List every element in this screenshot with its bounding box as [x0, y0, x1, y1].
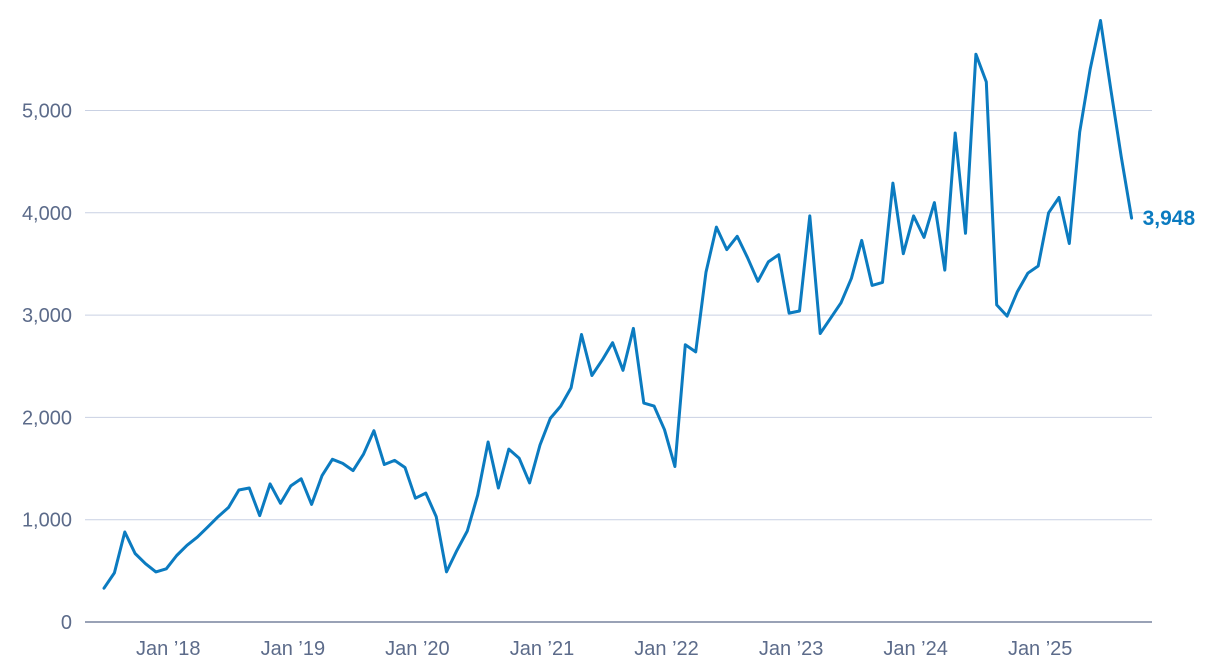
last-value-label: 3,948	[1143, 207, 1196, 230]
series-line	[102, 19, 1134, 590]
y-tick-label: 1,000	[22, 510, 72, 532]
x-tick-label: Jan ’23	[759, 638, 824, 660]
y-tick-label: 0	[61, 612, 72, 634]
x-tick-label: Jan ’19	[261, 638, 326, 660]
x-tick-label: Jan ’22	[634, 638, 699, 660]
x-tick-label: Jan ’24	[883, 638, 948, 660]
y-tick-label: 3,000	[22, 305, 72, 327]
x-tick-label: Jan ’25	[1008, 638, 1073, 660]
x-tick-label: Jan ’21	[510, 638, 575, 660]
x-tick-label: Jan ’18	[136, 638, 201, 660]
y-axis-tick-labels: 0 1,000 2,000 3,000 4,000 5,000	[22, 101, 72, 635]
y-tick-label: 5,000	[22, 101, 72, 123]
x-tick-label: Jan ’20	[385, 638, 450, 660]
y-tick-label: 2,000	[22, 407, 72, 429]
y-tick-label: 4,000	[22, 203, 72, 225]
x-axis-tick-labels: Jan ’18 Jan ’19 Jan ’20 Jan ’21 Jan ’22 Jan ’…	[136, 638, 1072, 660]
gridlines	[85, 110, 1152, 623]
